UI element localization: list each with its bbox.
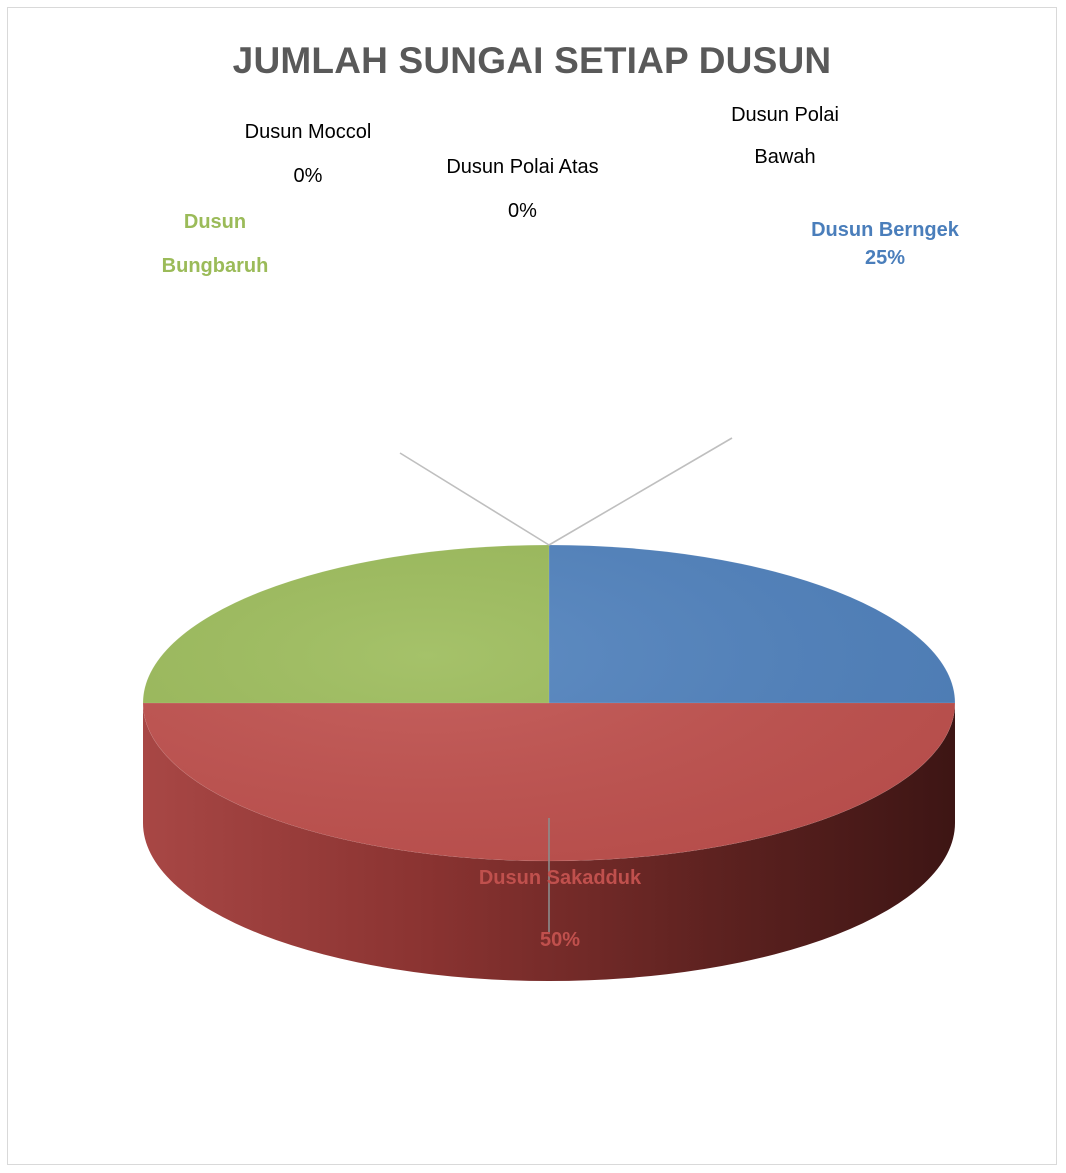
- label-bungbaruh-line2: Bungbaruh: [161, 255, 269, 277]
- label-bungbaruh-line1: Dusun: [183, 212, 247, 233]
- label-berngek-name: Dusun Berngek: [811, 219, 959, 241]
- label-sakadduk-name: Dusun Sakadduk: [478, 867, 642, 889]
- label-polai-atas-pct: 0%: [508, 200, 537, 217]
- label-moccol-name: Dusun Moccol: [244, 121, 372, 143]
- label-berngek-pct: 25%: [864, 247, 906, 269]
- label-polai-atas-name: Dusun Polai Atas: [446, 157, 599, 178]
- leader-line-left: [399, 452, 550, 546]
- chart-title: JUMLAH SUNGAI SETIAP DUSUN: [232, 40, 832, 81]
- label-moccol-pct: 0%: [293, 165, 323, 187]
- label-polai-bawah-line1: Dusun Polai: [731, 104, 839, 126]
- label-sakadduk-pct: 50%: [539, 929, 581, 951]
- label-polai-bawah-line2: Bawah: [754, 146, 816, 168]
- pie-side-dusun-sakadduk: [143, 703, 955, 981]
- pie-top-shading: [143, 545, 955, 861]
- leader-line-right: [548, 437, 733, 546]
